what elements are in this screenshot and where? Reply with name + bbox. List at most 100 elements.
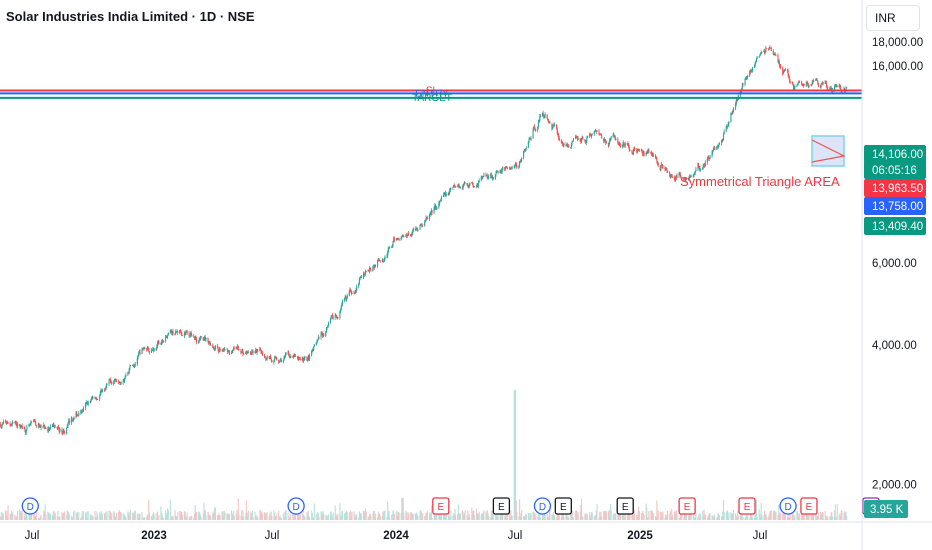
candle-body [95,397,97,400]
candle-body [613,136,616,137]
price-axis[interactable]: 18,000.0016,000.0010,000.008,000.006,000… [861,0,923,550]
earnings-marker[interactable]: E [554,497,572,515]
earnings-marker[interactable]: E [800,497,818,515]
currency-button[interactable]: INR [866,5,920,31]
volume-bar [438,514,441,520]
candle-body [438,201,441,204]
candle-body [156,342,159,347]
chart-title: Solar Industries India Limited · 1D · NS… [6,9,255,24]
candle-body [725,126,727,132]
volume-bar [601,516,603,520]
candle-body [6,422,9,424]
candle-body [464,182,466,184]
volume-bar [753,517,756,520]
candle-body [237,346,239,350]
candle-body [685,177,688,180]
candle-body [490,174,492,177]
dividend-marker[interactable]: D [287,497,305,515]
volume-bar [745,515,747,520]
candle-body [67,423,69,426]
candle-body [840,90,842,94]
volume-bar [698,514,700,520]
candle-body [82,410,84,412]
volume-bar [276,514,278,520]
dividend-marker[interactable]: D [779,497,797,515]
candle-body [570,143,572,147]
candle-body [96,399,98,401]
volume-bar [408,513,410,520]
earnings-marker[interactable]: E [738,497,756,515]
candle-body [24,427,26,431]
candle-body [99,392,101,396]
volume-bar [455,514,457,520]
candle-body [414,228,416,230]
volume-bar [471,513,474,520]
candle-body [317,339,319,342]
candle-body [103,389,105,391]
candle-body [105,385,107,388]
candle-body [408,233,410,235]
candle-body [563,143,565,146]
dividend-marker[interactable]: D [21,497,39,515]
candle-body [130,365,132,366]
time-axis[interactable]: Jul 2023 Jul 2024 Jul 2025 Jul [0,521,932,542]
volume-bar [580,504,582,520]
volume-bar [433,512,435,520]
volume-bar [86,511,88,520]
candle-body [321,333,323,337]
volume-bar [450,510,452,520]
candle-body [377,259,379,266]
volume-bar [369,514,371,520]
volume-bar [581,515,583,520]
volume-bar [782,513,784,520]
volume-bar [525,514,527,520]
volume-bar [685,514,687,520]
symmetrical-triangle-drawing[interactable]: Symmetrical Triangle AREA [680,135,846,189]
earnings-marker[interactable]: E [678,497,696,515]
candle-body [727,123,729,127]
candle-body [224,349,226,351]
volume-bar [82,511,85,520]
candle-body [675,176,677,180]
volume-bar [607,510,609,520]
volume-bar [585,517,587,520]
candle-body [120,382,122,384]
candle-body [816,78,818,81]
volume-bar [185,516,187,520]
volume-bar [518,516,520,520]
volume-bar [453,515,455,520]
candle-body [209,342,211,346]
candle-body [618,143,620,146]
volume-bar [476,513,478,520]
volume-bar [530,512,532,520]
volume-bar [652,513,655,520]
volume-bar [689,516,691,520]
volume-bar [761,514,763,520]
candle-body [792,85,795,89]
candle-body [151,350,153,352]
candle-body [492,176,494,179]
candle-body [31,421,33,423]
candle-body [480,177,482,181]
candle-body [735,103,737,109]
volume-bar [838,515,840,520]
dividend-marker[interactable]: D [533,497,552,515]
earnings-marker[interactable]: E [616,497,634,515]
volume-bar [731,514,733,520]
volume-bar [788,517,791,520]
candle-body [256,350,258,353]
volume-bar [492,510,494,520]
candle-body [331,315,334,319]
volume-bar [29,512,31,520]
candle-body [123,380,125,382]
volume-bar [693,513,695,520]
earnings-marker[interactable]: E [432,497,450,515]
candle-body [109,378,111,382]
earnings-marker[interactable]: E [492,497,511,515]
candle-body [303,358,305,360]
candle-body [443,193,445,196]
candle-body [2,423,4,426]
candle-body [134,364,136,367]
candle-body [476,184,478,188]
